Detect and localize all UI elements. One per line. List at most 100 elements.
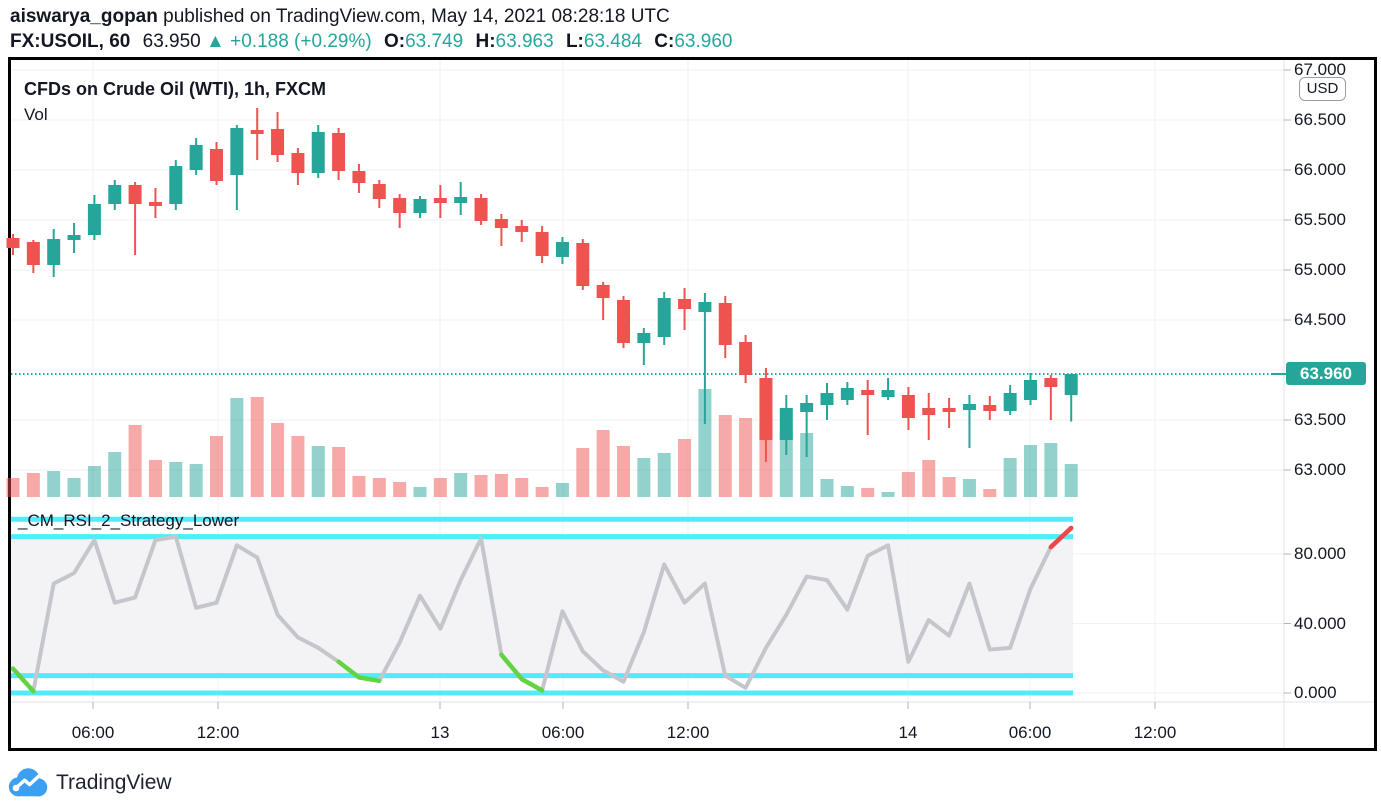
- candle-body: [1044, 378, 1058, 387]
- volume-bar: [596, 430, 610, 497]
- candle-body: [840, 388, 854, 400]
- volume-bar: [962, 479, 976, 497]
- volume-bar: [779, 433, 793, 497]
- candle-body: [861, 390, 875, 395]
- volume-bar: [372, 478, 386, 497]
- rsi-overbought-segment: [1048, 525, 1074, 550]
- candle-body: [739, 342, 753, 375]
- currency-badge: USD: [1299, 77, 1346, 101]
- chart-title: CFDs on Crude Oil (WTI), 1h, FXCM: [24, 79, 326, 99]
- volume-bar: [454, 473, 468, 497]
- price-axis-label: 66.500: [1294, 110, 1346, 129]
- volume-bar: [617, 446, 630, 497]
- candle-body: [291, 153, 305, 173]
- time-axis-label: 06:00: [1008, 723, 1052, 742]
- rsi-oversold-segment: [10, 666, 36, 694]
- volume-bar: [291, 436, 305, 497]
- volume-bar: [413, 487, 427, 497]
- volume-bar: [26, 473, 40, 497]
- candle-body: [128, 185, 142, 204]
- volume-bar: [861, 488, 875, 497]
- candle-body: [800, 403, 814, 412]
- close-label: C:: [654, 31, 675, 52]
- price-axis-label: 65.500: [1294, 210, 1346, 229]
- volume-bar: [189, 464, 203, 497]
- price-axis-label: 66.000: [1294, 160, 1346, 179]
- volume-bar: [393, 482, 407, 497]
- volume-bar: [250, 397, 264, 497]
- time-axis-label: 12:00: [196, 723, 240, 742]
- symbol-header: FX:USOIL, 60 63.950 ▲ +0.188 (+0.29%) O:…: [10, 31, 732, 53]
- candle-body: [250, 130, 264, 134]
- tradingview-logo-icon: [8, 768, 48, 797]
- volume-bar: [637, 458, 651, 497]
- time-axis-label: 13: [430, 723, 450, 742]
- candle-body: [148, 202, 162, 206]
- time-axis-label: 06:00: [71, 723, 115, 742]
- volume-bar: [474, 475, 488, 497]
- volume-bar: [352, 476, 366, 497]
- symbol-name: FX:USOIL, 60: [10, 31, 131, 52]
- low-label: L:: [565, 31, 584, 52]
- candle-body: [230, 128, 244, 175]
- volume-bar: [698, 389, 712, 497]
- candle-body: [657, 298, 671, 337]
- candle-body: [617, 300, 630, 343]
- publish-header: aiswarya_gopan published on TradingView.…: [10, 6, 670, 28]
- volume-bar: [6, 478, 20, 497]
- volume-bar: [1003, 458, 1017, 497]
- open-value: 63.749: [405, 31, 464, 52]
- volume-bar: [169, 462, 183, 497]
- candle-body: [67, 235, 81, 240]
- volume-bar: [922, 460, 936, 497]
- candle-body: [555, 242, 569, 257]
- rsi-axis-label: 0.000: [1294, 683, 1337, 702]
- candle-body: [1003, 393, 1017, 411]
- candle-body: [210, 149, 223, 181]
- open-label: O:: [383, 31, 406, 52]
- volume-indicator-label: Vol: [24, 105, 48, 124]
- volume-bar: [515, 478, 529, 497]
- volume-bar: [47, 471, 61, 497]
- volume-bar: [881, 492, 895, 497]
- candle-body: [576, 243, 590, 286]
- candle-body: [271, 129, 285, 155]
- volume-bar: [718, 415, 732, 497]
- rsi-axis-label: 40.000: [1294, 613, 1346, 633]
- candle-body: [311, 132, 325, 173]
- volume-bar: [148, 460, 162, 497]
- last-price-badge: 63.960: [1286, 362, 1366, 385]
- time-axis-label: 12:00: [666, 723, 710, 742]
- volume-bar: [210, 436, 223, 497]
- rsi-axis-label: 80.000: [1294, 544, 1346, 563]
- candle-body: [494, 219, 508, 228]
- candle-body: [901, 395, 915, 418]
- time-axis-label: 06:00: [541, 723, 585, 742]
- candle-body: [535, 232, 549, 256]
- volume-bar: [535, 487, 549, 497]
- volume-bar: [800, 433, 814, 497]
- volume-bar: [983, 489, 997, 497]
- volume-bar: [555, 483, 569, 497]
- candle-body: [962, 404, 976, 410]
- candle-body: [942, 408, 956, 412]
- volume-bar: [230, 398, 244, 497]
- candle-body: [352, 171, 366, 183]
- volume-bar: [311, 446, 325, 497]
- rsi-oversold-segment: [499, 652, 545, 693]
- price-axis-label: 64.500: [1294, 310, 1346, 329]
- candle-body: [637, 333, 651, 343]
- price-axis-label: 65.000: [1294, 260, 1346, 279]
- volume-bar: [433, 478, 447, 497]
- candle-body: [26, 242, 40, 265]
- candle-body: [6, 238, 20, 248]
- candle-body: [189, 145, 203, 170]
- price-axis-label: 63.500: [1294, 410, 1346, 429]
- candle-body: [759, 378, 773, 440]
- candle-body: [779, 408, 793, 440]
- time-axis-label: 12:00: [1133, 723, 1177, 742]
- candle-body: [433, 198, 447, 203]
- candle-body: [454, 197, 468, 203]
- candle-body: [820, 393, 834, 405]
